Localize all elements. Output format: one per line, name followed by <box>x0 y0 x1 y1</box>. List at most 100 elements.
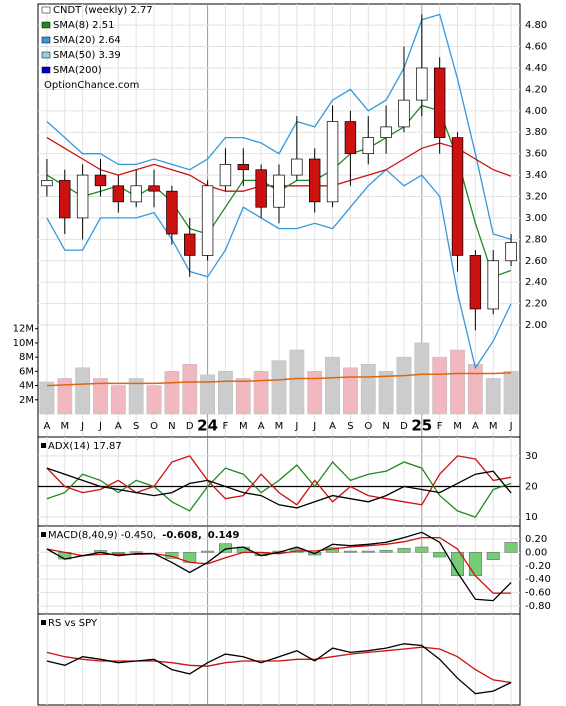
volume-bar <box>467 363 483 415</box>
x-tick-label: J <box>509 421 513 432</box>
volume-bar <box>75 367 91 415</box>
histogram-bar <box>379 550 393 553</box>
candle-body <box>201 185 214 256</box>
y-tick-label: 2.20 <box>525 299 547 310</box>
y-tick-label: 0.20 <box>525 534 547 545</box>
candle-body <box>505 242 517 262</box>
x-tick-label: F <box>223 421 229 432</box>
x-tick-label: S <box>347 421 353 432</box>
histogram-bar <box>451 552 464 577</box>
x-tick-label: J <box>294 421 298 432</box>
candle-body <box>362 137 374 155</box>
volume-bar <box>235 378 251 415</box>
x-tick-label: A <box>115 421 122 432</box>
volume-bar <box>343 367 358 415</box>
series-line <box>46 460 512 518</box>
volume-bar <box>503 371 519 415</box>
x-tick-label: J <box>312 421 316 432</box>
volume-tick-label: 2M <box>19 395 34 406</box>
y-tick-label: 2.40 <box>525 277 547 288</box>
volume-bar <box>253 371 269 415</box>
volume-bar <box>432 356 448 415</box>
y-tick-label: -0.60 <box>525 588 551 599</box>
legend-swatch <box>41 66 51 74</box>
histogram-bar <box>433 552 447 558</box>
candle-body <box>237 164 250 171</box>
volume-bar <box>485 378 501 415</box>
y-tick-label: -0.80 <box>525 601 551 612</box>
x-tick-label: M <box>453 421 462 432</box>
y-tick-label: 4.20 <box>525 84 547 95</box>
candle-body <box>344 121 357 155</box>
panel-title: RS vs SPY <box>48 618 98 629</box>
x-tick-label: D <box>400 421 408 432</box>
x-tick-label: S <box>133 421 139 432</box>
legend-swatch <box>41 51 51 59</box>
volume-tick-label: 8M <box>19 352 34 363</box>
label-marker <box>41 620 46 625</box>
x-tick-label: M <box>275 421 284 432</box>
x-tick-label: A <box>472 421 479 432</box>
label-marker <box>41 443 46 448</box>
candle-body <box>451 137 464 256</box>
volume-bar <box>360 363 376 415</box>
x-tick-label: A <box>44 421 51 432</box>
legend-swatch <box>41 6 51 14</box>
volume-bar <box>110 385 126 415</box>
candle-body <box>380 126 392 138</box>
volume-average <box>46 372 512 387</box>
candle-body <box>469 255 482 310</box>
volume-bar <box>378 371 394 415</box>
panel-title: MACD(8,40,9) -0.450, <box>48 530 156 541</box>
watermark: OptionChance.com <box>44 80 139 91</box>
y-tick-label: 30 <box>525 451 538 462</box>
y-tick-label: 3.00 <box>525 213 547 224</box>
y-tick-label: 2.00 <box>525 320 547 331</box>
volume-bar <box>307 371 323 415</box>
volume-bar <box>146 385 162 415</box>
volume-bar <box>39 381 55 415</box>
panel-title: ADX(14) 17.87 <box>48 441 122 452</box>
volume-bar <box>271 360 287 415</box>
histogram-bar <box>361 550 375 553</box>
x-tick-label: 24 <box>197 417 218 435</box>
y-tick-label: 3.80 <box>525 127 547 138</box>
volume-bar <box>396 356 412 415</box>
panel-title: 0.149 <box>208 530 240 541</box>
y-tick-label: -0.40 <box>525 574 551 585</box>
series-line <box>46 643 512 695</box>
histogram-bar <box>201 550 215 553</box>
y-tick-label: 3.60 <box>525 149 547 160</box>
candle-body <box>41 180 53 187</box>
volume-bar <box>414 342 430 415</box>
candle-body <box>112 185 125 203</box>
legend-label: SMA(20) 2.64 <box>53 35 121 46</box>
candle-body <box>130 185 142 203</box>
x-tick-label: F <box>437 421 443 432</box>
y-tick-label: 4.80 <box>525 20 547 31</box>
candle-body <box>273 174 285 208</box>
volume-bar <box>289 349 305 415</box>
candle-body <box>433 67 446 138</box>
y-tick-label: -0.20 <box>525 561 551 572</box>
y-tick-label: 3.40 <box>525 170 547 181</box>
histogram-bar <box>486 552 500 560</box>
candle-body <box>148 185 160 192</box>
candle-body <box>308 158 321 203</box>
indicator-line <box>46 168 512 370</box>
panel-title: -0.608, <box>162 530 202 541</box>
volume-bar <box>218 371 233 415</box>
volume-tick-label: 6M <box>19 366 34 377</box>
x-tick-label: 25 <box>411 417 432 435</box>
x-tick-label: N <box>382 421 389 432</box>
histogram-bar <box>111 552 125 554</box>
legend-swatch <box>41 21 51 29</box>
y-tick-label: 10 <box>525 512 538 523</box>
candle-body <box>184 233 196 256</box>
series-line <box>46 531 512 602</box>
x-tick-label: J <box>98 421 102 432</box>
candle-body <box>487 260 499 310</box>
x-tick-label: A <box>258 421 265 432</box>
y-tick-label: 2.80 <box>525 234 547 245</box>
histogram-bar <box>343 550 357 553</box>
